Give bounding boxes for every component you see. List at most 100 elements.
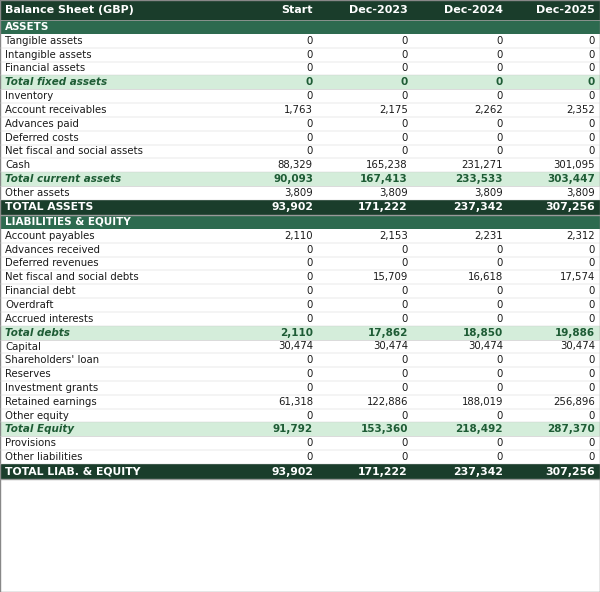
Text: Other equity: Other equity [5, 410, 69, 420]
Text: 30,474: 30,474 [468, 342, 503, 352]
Text: 0: 0 [401, 133, 408, 143]
Text: 0: 0 [401, 244, 408, 255]
Bar [0, 326, 600, 340]
Text: 0: 0 [401, 63, 408, 73]
Text: Other assets: Other assets [5, 188, 70, 198]
Text: TOTAL ASSETS: TOTAL ASSETS [5, 202, 93, 213]
Text: 0: 0 [589, 63, 595, 73]
Bar [0, 312, 600, 326]
Text: 61,318: 61,318 [278, 397, 313, 407]
Text: 237,342: 237,342 [453, 202, 503, 213]
Text: 91,792: 91,792 [273, 424, 313, 435]
Text: Investment grants: Investment grants [5, 383, 98, 393]
Text: Total debts: Total debts [5, 327, 70, 337]
Text: TOTAL LIAB. & EQUITY: TOTAL LIAB. & EQUITY [5, 466, 140, 477]
Bar [0, 450, 600, 464]
Text: Shareholders' loan: Shareholders' loan [5, 355, 99, 365]
Text: 0: 0 [589, 383, 595, 393]
Text: 0: 0 [307, 383, 313, 393]
Bar [0, 340, 600, 353]
Text: 0: 0 [497, 91, 503, 101]
Text: 0: 0 [497, 133, 503, 143]
Text: 0: 0 [497, 244, 503, 255]
Bar [0, 20, 600, 34]
Bar [0, 215, 600, 229]
Text: 2,262: 2,262 [474, 105, 503, 115]
Text: 171,222: 171,222 [358, 202, 408, 213]
Text: 0: 0 [401, 355, 408, 365]
Text: 19,886: 19,886 [555, 327, 595, 337]
Text: 0: 0 [589, 119, 595, 129]
Text: 0: 0 [589, 286, 595, 296]
Text: 0: 0 [307, 452, 313, 462]
Text: 0: 0 [307, 50, 313, 60]
Text: 93,902: 93,902 [271, 466, 313, 477]
Text: 0: 0 [307, 438, 313, 448]
Text: Intangible assets: Intangible assets [5, 50, 92, 60]
Text: 0: 0 [401, 383, 408, 393]
Text: 0: 0 [307, 300, 313, 310]
Text: 0: 0 [589, 300, 595, 310]
Text: 0: 0 [401, 78, 408, 88]
Text: 303,447: 303,447 [547, 174, 595, 184]
Text: 17,862: 17,862 [368, 327, 408, 337]
Text: 0: 0 [589, 50, 595, 60]
Text: 237,342: 237,342 [453, 466, 503, 477]
Text: 0: 0 [497, 286, 503, 296]
Bar [0, 200, 600, 215]
Text: 0: 0 [401, 452, 408, 462]
Bar [0, 48, 600, 62]
Text: 218,492: 218,492 [455, 424, 503, 435]
Text: 301,095: 301,095 [553, 160, 595, 170]
Text: Tangible assets: Tangible assets [5, 36, 83, 46]
Text: 3,809: 3,809 [474, 188, 503, 198]
Text: 0: 0 [589, 259, 595, 269]
Text: 0: 0 [497, 383, 503, 393]
Text: Inventory: Inventory [5, 91, 53, 101]
Text: 0: 0 [401, 119, 408, 129]
Text: 307,256: 307,256 [545, 202, 595, 213]
Text: 3,809: 3,809 [284, 188, 313, 198]
Text: 18,850: 18,850 [463, 327, 503, 337]
Text: Total fixed assets: Total fixed assets [5, 78, 107, 88]
Text: 0: 0 [497, 314, 503, 324]
Text: 0: 0 [497, 119, 503, 129]
Text: 171,222: 171,222 [358, 466, 408, 477]
Text: 16,618: 16,618 [468, 272, 503, 282]
Text: Advances received: Advances received [5, 244, 100, 255]
Text: 0: 0 [497, 410, 503, 420]
Bar [0, 256, 600, 271]
Text: Balance Sheet (GBP): Balance Sheet (GBP) [5, 5, 134, 15]
Bar [0, 298, 600, 312]
Text: 0: 0 [401, 410, 408, 420]
Text: 231,271: 231,271 [461, 160, 503, 170]
Text: 0: 0 [588, 78, 595, 88]
Text: 2,110: 2,110 [284, 231, 313, 241]
Bar [0, 103, 600, 117]
Bar [0, 408, 600, 423]
Text: 0: 0 [401, 438, 408, 448]
Text: 0: 0 [401, 286, 408, 296]
Text: 2,175: 2,175 [379, 105, 408, 115]
Text: 93,902: 93,902 [271, 202, 313, 213]
Text: 0: 0 [589, 36, 595, 46]
Text: Overdraft: Overdraft [5, 300, 53, 310]
Text: 0: 0 [307, 355, 313, 365]
Text: 30,474: 30,474 [560, 342, 595, 352]
Bar [0, 243, 600, 256]
Bar [0, 423, 600, 436]
Bar [0, 284, 600, 298]
Text: Reserves: Reserves [5, 369, 51, 379]
Text: Provisions: Provisions [5, 438, 56, 448]
Text: Cash: Cash [5, 160, 30, 170]
Text: 0: 0 [497, 369, 503, 379]
Text: ASSETS: ASSETS [5, 22, 49, 32]
Text: 0: 0 [589, 452, 595, 462]
Text: Capital: Capital [5, 342, 41, 352]
Text: 122,886: 122,886 [367, 397, 408, 407]
Bar [0, 89, 600, 103]
Text: Other liabilities: Other liabilities [5, 452, 83, 462]
Text: 15,709: 15,709 [373, 272, 408, 282]
Text: Total current assets: Total current assets [5, 174, 121, 184]
Text: 153,360: 153,360 [361, 424, 408, 435]
